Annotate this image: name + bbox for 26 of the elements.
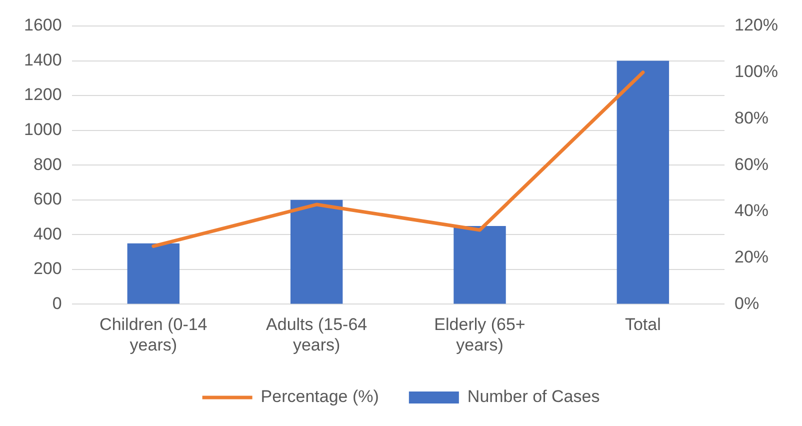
- y2-tick-label: 60%: [734, 154, 769, 174]
- y2-tick-label: 40%: [734, 201, 769, 220]
- y-tick-label: 0: [52, 294, 62, 313]
- x-tick-label: Children (0-14 years): [100, 315, 208, 354]
- y2-tick-label: 0%: [734, 294, 760, 313]
- y-tick-label: 600: [33, 190, 62, 209]
- bar: [290, 200, 343, 304]
- legend-label: Number of Cases: [467, 387, 600, 406]
- x-tick-label: Total: [624, 315, 661, 334]
- y2-tick-label: 100%: [734, 62, 778, 82]
- bar: [127, 243, 180, 304]
- bar: [616, 60, 670, 304]
- y-tick-label: 1400: [24, 50, 62, 70]
- y2-tick-label: 80%: [734, 108, 769, 128]
- x-tick-label: Elderly (65+ years): [434, 315, 526, 354]
- y-tick-label: 400: [33, 224, 62, 244]
- legend-label: Percentage (%): [260, 387, 379, 406]
- y-tick-label: 1600: [24, 16, 62, 35]
- y-tick-label: 800: [33, 154, 62, 174]
- y2-tick-label: 120%: [734, 16, 778, 35]
- bar: [454, 226, 506, 304]
- y-tick-label: 200: [33, 259, 62, 278]
- x-tick-label: Adults (15-64 years): [266, 315, 368, 354]
- y-tick-label: 1200: [24, 85, 62, 104]
- y2-tick-label: 20%: [734, 248, 769, 267]
- y-tick-label: 1000: [24, 120, 62, 140]
